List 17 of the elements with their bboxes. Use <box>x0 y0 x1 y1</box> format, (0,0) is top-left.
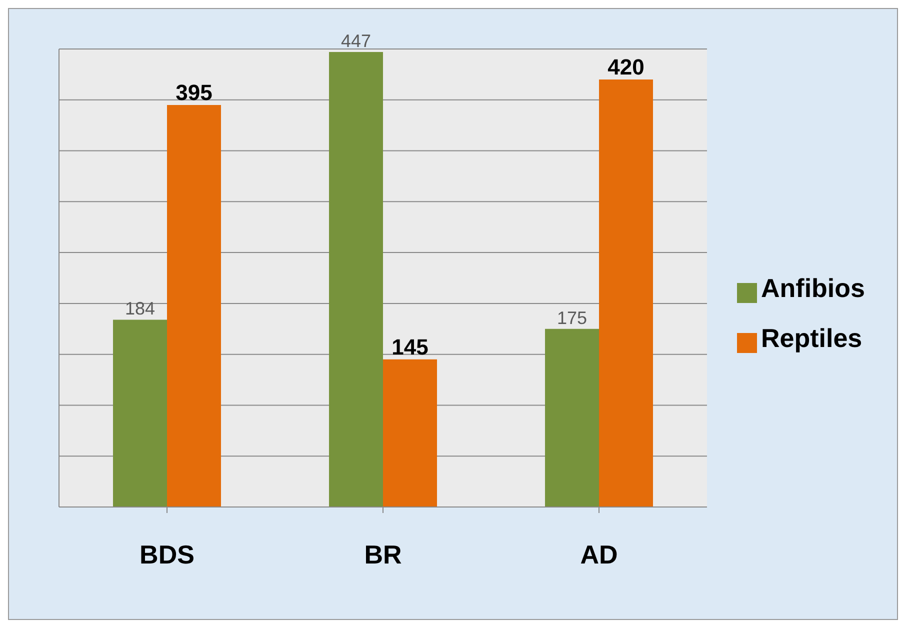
bar <box>599 80 653 507</box>
legend-label: Reptiles <box>761 323 862 353</box>
legend-label: Anfibios <box>761 273 865 303</box>
data-label: 447 <box>340 31 372 52</box>
data-label: 145 <box>392 334 428 360</box>
bar <box>113 320 167 507</box>
bar <box>383 359 437 507</box>
bar <box>329 52 383 507</box>
data-label: 395 <box>176 80 212 105</box>
data-label: 420 <box>608 54 644 80</box>
x-tick-label: AD <box>580 539 618 570</box>
bar <box>545 328 599 507</box>
bar <box>167 104 221 507</box>
x-tick-label: BR <box>364 539 402 570</box>
x-tick-label: BDS <box>140 539 194 570</box>
data-label: 175 <box>556 308 588 328</box>
data-label: 184 <box>124 298 156 319</box>
